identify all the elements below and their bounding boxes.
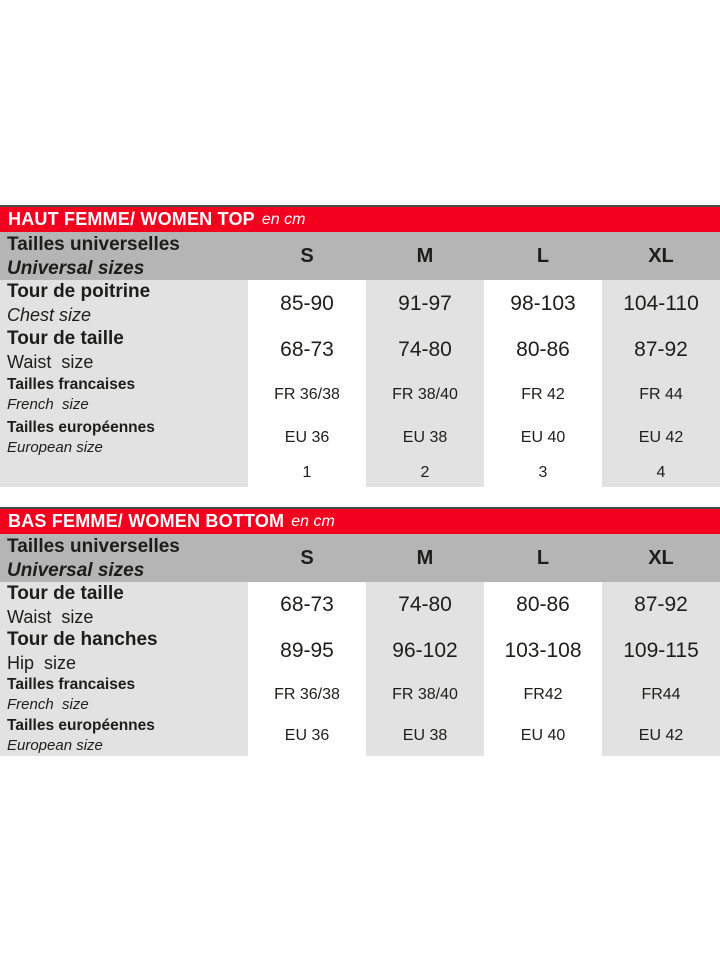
size-column-header-m: M	[366, 232, 484, 280]
size-value-cell: 74-80	[366, 327, 484, 373]
size-value-cell: 87-92	[602, 582, 720, 628]
row-label-european-size: Tailles européennes European size	[0, 416, 248, 459]
size-value-cell: FR 36/38	[248, 373, 366, 416]
size-value-cell: EU 36	[248, 716, 366, 756]
row-label-en: French size	[7, 395, 89, 413]
size-grid: Tailles universelles Universal sizes S M…	[0, 232, 720, 487]
size-value-cell: 109-115	[602, 628, 720, 674]
size-value-cell: EU 42	[602, 716, 720, 756]
size-value-cell: FR 36/38	[248, 674, 366, 716]
size-value-cell: EU 36	[248, 416, 366, 459]
row-label-fr: Tour de taille	[7, 582, 124, 604]
size-value-cell: EU 38	[366, 416, 484, 459]
row-label-en: European size	[7, 438, 103, 456]
size-value-cell: FR 44	[602, 373, 720, 416]
size-value-cell: 98-103	[484, 280, 602, 327]
size-index-cell: 1	[248, 459, 366, 487]
size-index-cell: 4	[602, 459, 720, 487]
size-index-cell: 3	[484, 459, 602, 487]
size-column-header-xl: XL	[602, 232, 720, 280]
size-value-cell: 89-95	[248, 628, 366, 674]
size-value-cell: FR 38/40	[366, 373, 484, 416]
row-label-fr: Tailles européennes	[7, 418, 155, 436]
row-label-waist: Tour de taille Waist size	[0, 582, 248, 628]
size-value-cell: EU 38	[366, 716, 484, 756]
size-value-cell: 87-92	[602, 327, 720, 373]
size-value-cell: 80-86	[484, 327, 602, 373]
size-column-header-m: M	[366, 534, 484, 582]
size-value-cell: 96-102	[366, 628, 484, 674]
table-unit: en cm	[261, 210, 306, 228]
universal-sizes-header: Tailles universelles Universal sizes	[0, 534, 248, 582]
row-label-waist: Tour de taille Waist size	[0, 327, 248, 373]
size-table-women-bottom: BAS FEMME/ WOMEN BOTTOM en cm Tailles un…	[0, 507, 720, 756]
size-value-cell: FR 42	[484, 373, 602, 416]
row-label-chest: Tour de poitrine Chest size	[0, 280, 248, 327]
header-label-en: Universal sizes	[7, 559, 145, 581]
row-label-fr: Tour de taille	[7, 327, 124, 349]
size-value-cell: EU 40	[484, 716, 602, 756]
size-value-cell: 80-86	[484, 582, 602, 628]
row-label-en: Waist size	[7, 606, 94, 627]
row-label-fr: Tailles francaises	[7, 676, 136, 693]
row-label-fr: Tailles européennes	[7, 717, 155, 734]
size-column-header-xl: XL	[602, 534, 720, 582]
header-label-fr: Tailles universelles	[7, 535, 180, 557]
header-label-fr: Tailles universelles	[7, 233, 180, 255]
size-value-cell: 103-108	[484, 628, 602, 674]
table-title: HAUT FEMME/ WOMEN TOP	[8, 209, 255, 229]
size-value-cell: 85-90	[248, 280, 366, 327]
size-value-cell: 74-80	[366, 582, 484, 628]
row-label-empty	[0, 459, 248, 487]
size-value-cell: 68-73	[248, 582, 366, 628]
size-value-cell: 104-110	[602, 280, 720, 327]
size-column-header-l: L	[484, 232, 602, 280]
top-whitespace	[0, 0, 720, 205]
row-label-fr: Tour de poitrine	[7, 281, 151, 302]
row-label-en: Chest size	[7, 305, 92, 325]
size-table-women-top: HAUT FEMME/ WOMEN TOP en cm Tailles univ…	[0, 205, 720, 487]
size-index-cell: 2	[366, 459, 484, 487]
size-value-cell: EU 42	[602, 416, 720, 459]
row-label-fr: Tour de hanches	[7, 628, 158, 650]
row-label-fr: Tailles francaises	[7, 375, 136, 393]
size-value-cell: FR42	[484, 674, 602, 716]
size-column-header-s: S	[248, 534, 366, 582]
universal-sizes-header: Tailles universelles Universal sizes	[0, 232, 248, 280]
table-unit: en cm	[291, 512, 335, 530]
row-label-hip: Tour de hanches Hip size	[0, 628, 248, 674]
header-label-en: Universal sizes	[7, 257, 145, 279]
size-column-header-l: L	[484, 534, 602, 582]
size-value-cell: EU 40	[484, 416, 602, 459]
table-gap	[0, 487, 720, 507]
size-column-header-s: S	[248, 232, 366, 280]
size-grid: Tailles universelles Universal sizes S M…	[0, 534, 720, 756]
size-value-cell: 68-73	[248, 327, 366, 373]
size-value-cell: 91-97	[366, 280, 484, 327]
row-label-european-size: Tailles européennes European size	[0, 716, 248, 756]
row-label-french-size: Tailles francaises French size	[0, 373, 248, 416]
table-title: BAS FEMME/ WOMEN BOTTOM	[8, 511, 285, 531]
size-value-cell: FR44	[602, 674, 720, 716]
row-label-french-size: Tailles francaises French size	[0, 674, 248, 716]
row-label-en: Hip size	[7, 652, 77, 673]
row-label-en: Waist size	[7, 351, 94, 372]
table-title-bar: HAUT FEMME/ WOMEN TOP en cm	[0, 205, 720, 232]
row-label-en: French size	[7, 696, 89, 713]
size-value-cell: FR 38/40	[366, 674, 484, 716]
table-title-bar: BAS FEMME/ WOMEN BOTTOM en cm	[0, 507, 720, 534]
row-label-en: European size	[7, 737, 103, 754]
